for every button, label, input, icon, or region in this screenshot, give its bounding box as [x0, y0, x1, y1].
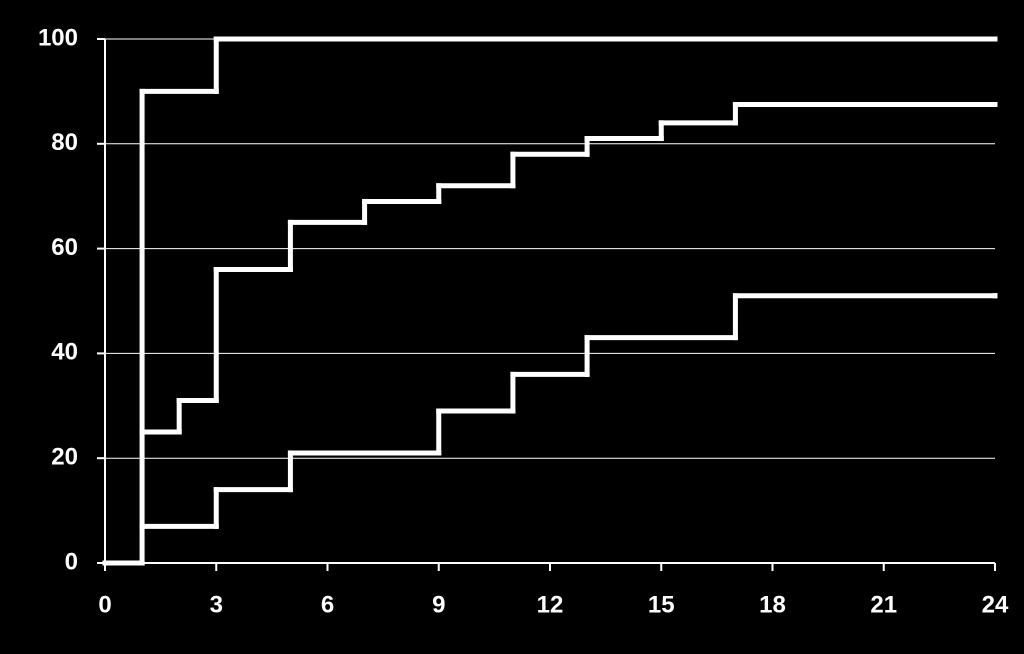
x-tick-label: 0 [98, 591, 111, 618]
x-tick-label: 21 [870, 591, 897, 618]
y-tick-label: 40 [51, 339, 78, 366]
y-tick-label: 20 [51, 444, 78, 471]
x-tick-label: 24 [982, 591, 1009, 618]
x-tick-label: 18 [759, 591, 786, 618]
x-tick-label: 3 [210, 591, 223, 618]
y-tick-label: 100 [38, 24, 78, 51]
x-tick-label: 6 [321, 591, 334, 618]
x-tick-label: 12 [537, 591, 564, 618]
x-tick-label: 15 [648, 591, 675, 618]
x-tick-label: 9 [432, 591, 445, 618]
y-tick-label: 60 [51, 234, 78, 261]
y-tick-label: 0 [65, 548, 78, 575]
y-tick-label: 80 [51, 129, 78, 156]
